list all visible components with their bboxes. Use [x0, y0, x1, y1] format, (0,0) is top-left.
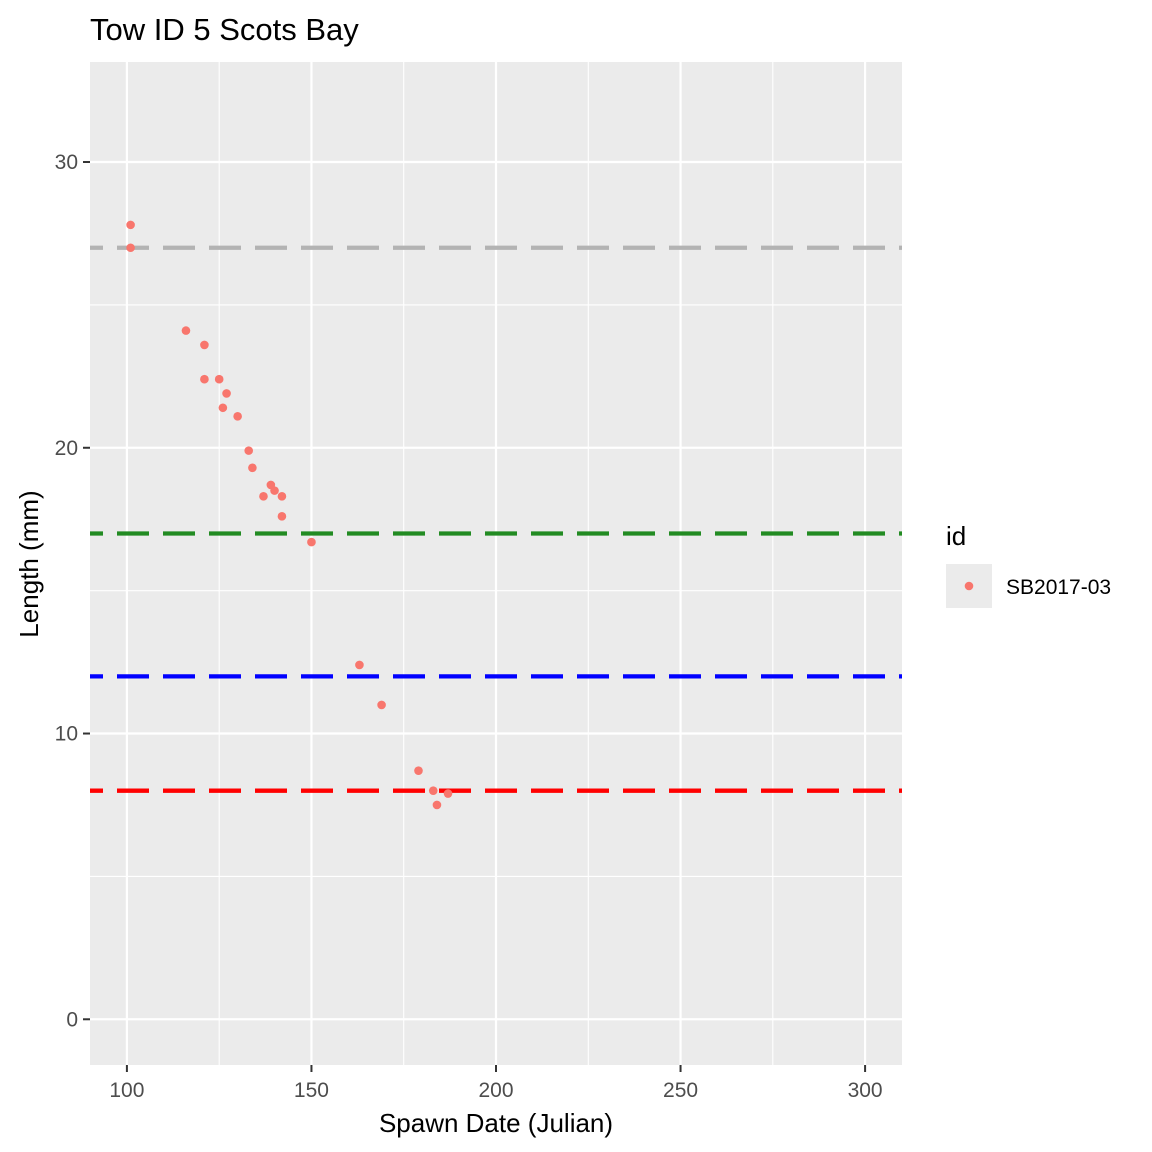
- reference-lines: [90, 245, 902, 793]
- x-axis-ticks: 100 150 200 250 300: [109, 1065, 883, 1102]
- y-axis-title: Length (mm): [14, 490, 44, 637]
- data-point: [222, 389, 231, 398]
- data-point: [355, 660, 364, 670]
- data-point: [270, 486, 279, 495]
- y-axis-ticks: 0 10 20 30: [55, 151, 90, 1031]
- data-point: [377, 700, 386, 710]
- data-point: [126, 220, 135, 230]
- y-tick-label: 20: [55, 437, 78, 460]
- data-point: [277, 512, 287, 521]
- data-point: [126, 243, 135, 253]
- y-tick-label: 10: [55, 723, 78, 746]
- x-tick-label: 250: [663, 1079, 698, 1102]
- data-point: [443, 789, 453, 798]
- x-tick-label: 100: [109, 1079, 144, 1102]
- data-point: [218, 403, 228, 413]
- grid-major-lines: [90, 62, 902, 1065]
- legend: id SB2017-03: [946, 521, 1111, 608]
- data-point: [248, 463, 257, 473]
- data-point: [181, 326, 191, 335]
- data-point: [307, 537, 316, 547]
- data-point: [414, 766, 423, 775]
- data-point: [244, 446, 254, 455]
- legend-key-point: [964, 581, 974, 591]
- x-tick-label: 200: [478, 1079, 513, 1102]
- data-point: [259, 492, 268, 501]
- y-tick-label: 30: [55, 151, 78, 174]
- data-point: [432, 800, 442, 810]
- data-points: [126, 220, 453, 810]
- data-point: [233, 412, 242, 421]
- data-point: [214, 374, 224, 384]
- chart-title: Tow ID 5 Scots Bay: [90, 12, 359, 47]
- data-point: [200, 374, 209, 384]
- x-tick-label: 150: [294, 1079, 329, 1102]
- data-point: [200, 340, 209, 350]
- data-point: [277, 492, 287, 501]
- legend-title: id: [946, 521, 966, 551]
- legend-entry-label: SB2017-03: [1006, 576, 1111, 599]
- x-tick-label: 300: [848, 1079, 883, 1102]
- x-axis-title: Spawn Date (Julian): [379, 1108, 613, 1138]
- data-point: [428, 786, 438, 795]
- y-tick-label: 0: [66, 1008, 78, 1031]
